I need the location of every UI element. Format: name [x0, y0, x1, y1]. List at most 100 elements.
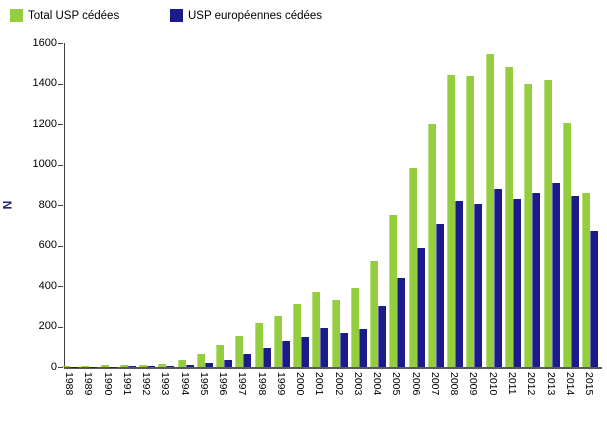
bar-total-1998: [254, 322, 263, 367]
x-tick-label-2003: 2003: [351, 372, 364, 396]
legend-entry-total: Total USP cédées: [10, 9, 119, 22]
x-tick-label-1990: 1990: [101, 372, 114, 396]
legend-label-euro: USP européennes cédées: [188, 9, 323, 22]
y-axis-title: N: [0, 200, 15, 210]
bar-euro-1996: [224, 359, 233, 367]
legend-swatch-total: [10, 9, 23, 22]
bar-euro-2005: [397, 277, 406, 367]
x-tick-label-2000: 2000: [294, 372, 307, 396]
x-tick-label-1993: 1993: [159, 372, 172, 396]
bar-euro-2006: [416, 247, 425, 367]
x-tick-label-2013: 2013: [544, 372, 557, 396]
bar-euro-2001: [320, 327, 329, 367]
x-tick-label-2006: 2006: [409, 372, 422, 396]
y-tick-mark-1200: [58, 124, 63, 125]
legend-label-total: Total USP cédées: [28, 9, 120, 22]
x-tick-label-1994: 1994: [178, 372, 191, 396]
bar-total-1992: [139, 364, 148, 367]
bar-total-2000: [293, 303, 302, 367]
x-tick-label-1997: 1997: [236, 372, 249, 396]
bar-total-1991: [119, 364, 128, 367]
bar-total-2001: [312, 292, 321, 367]
y-tick-label-200: 200: [38, 320, 57, 332]
legend-entry-euro: USP européennes cédées: [170, 9, 322, 22]
bar-total-1995: [196, 353, 205, 367]
bar-euro-2003: [358, 328, 367, 367]
bar-total-1994: [177, 359, 186, 367]
x-tick-label-1995: 1995: [197, 372, 210, 396]
bar-total-1989: [81, 365, 90, 367]
bar-total-2009: [466, 76, 475, 367]
y-tick-mark-400: [58, 286, 63, 287]
bar-euro-2014: [570, 195, 579, 367]
bar-euro-2013: [551, 183, 560, 367]
y-tick-label-800: 800: [38, 198, 57, 211]
bar-euro-2002: [339, 333, 348, 367]
bar-total-2006: [408, 167, 417, 367]
bar-euro-1999: [281, 341, 290, 367]
x-tick-label-2008: 2008: [448, 372, 461, 396]
bar-total-2007: [427, 124, 436, 367]
x-tick-label-1998: 1998: [255, 372, 268, 396]
legend-swatch-euro: [170, 9, 183, 22]
y-tick-label-1200: 1200: [32, 117, 57, 130]
y-tick-label-600: 600: [38, 239, 57, 251]
bar-euro-1998: [262, 347, 271, 367]
bar-total-2013: [543, 80, 552, 367]
bar-euro-1997: [243, 353, 252, 367]
y-tick-label-1400: 1400: [32, 77, 57, 89]
bar-total-1997: [235, 335, 244, 367]
bar-total-2012: [524, 83, 533, 367]
bar-total-2005: [389, 215, 398, 367]
x-tick-label-2002: 2002: [332, 372, 345, 396]
bar-total-1993: [158, 363, 167, 367]
x-tick-label-2007: 2007: [428, 372, 441, 396]
bar-total-2014: [562, 122, 571, 367]
plot-area: [64, 43, 602, 369]
y-tick-label-0: 0: [50, 360, 57, 373]
bar-euro-1994: [185, 365, 194, 367]
bar-euro-1991: [127, 366, 136, 367]
bar-euro-1993: [166, 365, 175, 367]
bar-total-2003: [350, 288, 359, 367]
y-tick-mark-800: [58, 205, 63, 206]
bar-total-1999: [273, 316, 282, 367]
bar-total-1996: [216, 344, 225, 367]
bar-euro-2004: [378, 306, 387, 367]
bar-total-2002: [331, 299, 340, 367]
x-tick-label-1991: 1991: [120, 372, 133, 396]
x-tick-label-2011: 2011: [505, 372, 518, 395]
y-tick-mark-0: [58, 367, 63, 368]
y-tick-mark-200: [58, 326, 63, 328]
y-tick-mark-1000: [58, 164, 63, 166]
x-tick-label-1996: 1996: [217, 372, 230, 396]
bar-total-2010: [485, 54, 494, 367]
y-tick-mark-600: [58, 245, 63, 247]
y-tick-label-400: 400: [38, 279, 57, 292]
y-tick-label-1600: 1600: [32, 36, 57, 49]
bar-euro-2011: [512, 199, 521, 367]
bar-euro-2010: [493, 189, 502, 367]
x-tick-label-2012: 2012: [525, 372, 538, 396]
bar-total-2011: [504, 67, 513, 367]
y-tick-mark-1400: [58, 83, 63, 85]
bar-total-2015: [582, 192, 591, 367]
x-tick-label-2005: 2005: [390, 372, 403, 396]
bar-total-2004: [370, 260, 379, 367]
bar-euro-2000: [301, 337, 310, 367]
bar-total-1990: [100, 364, 109, 367]
x-tick-label-1992: 1992: [140, 372, 153, 396]
y-tick-mark-1600: [58, 43, 63, 44]
bar-euro-2012: [532, 193, 541, 367]
bar-total-2008: [447, 75, 456, 367]
x-tick-label-2001: 2001: [313, 372, 326, 396]
bar-euro-2007: [435, 224, 444, 367]
x-tick-label-2010: 2010: [486, 372, 499, 396]
x-tick-label-2015: 2015: [583, 372, 596, 396]
x-tick-label-2004: 2004: [371, 372, 384, 396]
bar-euro-1992: [147, 366, 156, 367]
x-tick-label-1989: 1989: [82, 372, 95, 396]
bar-total-1988: [62, 366, 70, 367]
bar-euro-2008: [455, 201, 464, 367]
